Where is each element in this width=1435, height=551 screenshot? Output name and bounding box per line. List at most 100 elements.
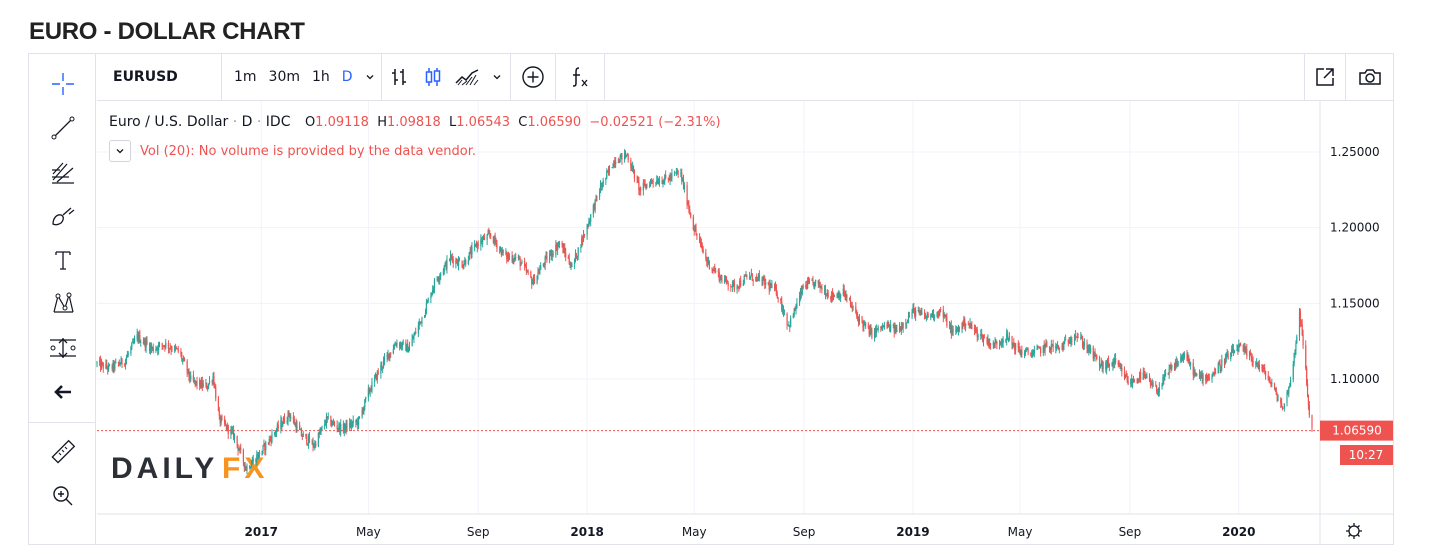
candle-body [408, 345, 411, 351]
zoom-in-tool[interactable] [47, 480, 79, 512]
candle-body [399, 343, 402, 348]
candle-body [557, 245, 559, 250]
candle-body [886, 324, 888, 328]
snapshot-button[interactable] [1346, 54, 1393, 101]
candle-body [890, 325, 892, 332]
candle-body [649, 181, 652, 187]
area-chart-button[interactable] [450, 54, 484, 101]
candle-body [982, 337, 985, 342]
candle-body [618, 162, 620, 164]
candle-body [105, 363, 107, 369]
interval-30m[interactable]: 30m [268, 69, 300, 85]
candle-body [789, 325, 791, 328]
popout-button[interactable] [1305, 54, 1345, 101]
time-axis[interactable]: 2017 May Sep 2018 May Sep 2019 May Sep 2020 [245, 525, 1256, 539]
measure-tool[interactable] [47, 332, 79, 364]
candle-body [1289, 386, 1291, 388]
candle-body [1089, 345, 1091, 353]
candle-body [211, 380, 213, 382]
chevron-down-icon [116, 149, 124, 154]
candle-body [1092, 347, 1094, 359]
candle-body [714, 268, 716, 272]
candle-body [849, 300, 852, 305]
candle-body [771, 284, 773, 288]
candle-body [756, 276, 758, 278]
chart-style-dropdown[interactable] [484, 54, 510, 101]
candle-body [290, 417, 292, 418]
bar-chart-button[interactable] [382, 54, 416, 101]
candle-body [743, 276, 745, 284]
candle-body [857, 315, 859, 317]
pattern-tool[interactable] [47, 288, 79, 320]
candle-body [124, 359, 127, 366]
legend-change: −0.02521 (−2.31%) [589, 115, 721, 130]
candle-body [717, 270, 719, 273]
candle-body [100, 362, 103, 369]
candle-body [1214, 373, 1217, 375]
settings-button[interactable] [1346, 523, 1362, 539]
candle-body [1183, 353, 1185, 358]
candles-button[interactable] [416, 54, 450, 101]
candle-body [788, 325, 790, 326]
candle-body [1295, 343, 1297, 350]
candle-body [725, 277, 727, 281]
symbol-search[interactable]: EURUSD [113, 69, 178, 85]
candle-body [826, 292, 828, 297]
trend-line-tool[interactable] [47, 112, 79, 144]
candle-body [596, 195, 598, 197]
candle-body [424, 315, 426, 318]
candle-body [950, 325, 952, 335]
candle-body [225, 424, 228, 430]
candle-body [221, 417, 223, 419]
candle-body [270, 438, 272, 442]
interval-1m[interactable]: 1m [234, 69, 257, 85]
candle-body [174, 346, 176, 351]
price-axis[interactable]: 1.25000 1.20000 1.15000 1.10000 [1330, 145, 1380, 386]
candle-body [295, 423, 297, 431]
legend-symbol-title[interactable]: Euro / U.S. Dollar [109, 114, 229, 130]
candle-body [424, 311, 427, 316]
candle-body [482, 239, 484, 243]
interval-1h[interactable]: 1h [312, 69, 330, 85]
candle-body [368, 388, 370, 393]
candle-body [607, 170, 610, 172]
text-tool[interactable] [47, 244, 79, 276]
candle-body [1182, 357, 1185, 358]
candle-body [525, 266, 528, 272]
indicators-button[interactable] [556, 54, 604, 101]
interval-d[interactable]: D [341, 69, 353, 85]
hide-toolbar-button[interactable] [47, 376, 79, 408]
candle-body [1168, 368, 1170, 374]
candle-body [1275, 388, 1277, 395]
interval-dropdown[interactable] [359, 54, 381, 101]
candle-body [932, 310, 935, 318]
candle-body [242, 449, 245, 463]
collapse-legend-button[interactable] [109, 140, 131, 162]
fib-tool[interactable] [47, 156, 79, 188]
candle-body [1100, 362, 1102, 365]
compare-button[interactable] [511, 54, 555, 101]
crosshair-icon [52, 73, 74, 95]
candle-body [925, 315, 927, 319]
candle-body [1245, 349, 1247, 352]
candle-body [620, 153, 622, 157]
candle-body [592, 205, 594, 215]
brush-icon [52, 207, 75, 226]
candle-body [705, 252, 707, 259]
candle-body [393, 345, 395, 349]
candle-body [1101, 362, 1103, 370]
candle-body [1177, 361, 1179, 367]
x-tick-label: Sep [793, 525, 816, 539]
candle-body [332, 421, 335, 423]
x-tick-label: Sep [467, 525, 490, 539]
brush-tool[interactable] [47, 200, 79, 232]
candle-body [1027, 348, 1029, 353]
candle-body [1267, 375, 1269, 380]
candle-body [821, 287, 823, 291]
candle-body [1199, 375, 1202, 378]
ruler-tool[interactable] [47, 436, 79, 468]
candle-body [149, 345, 152, 352]
crosshair-tool[interactable] [47, 68, 79, 100]
candle-body [538, 272, 540, 274]
